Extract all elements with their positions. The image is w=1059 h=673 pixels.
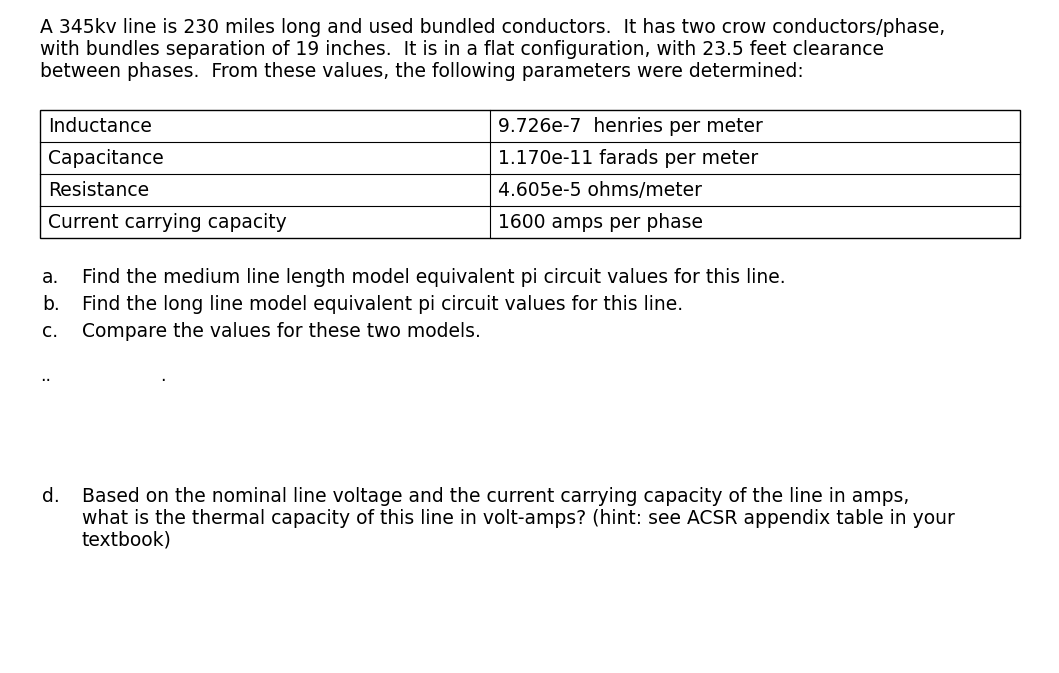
Text: Current carrying capacity: Current carrying capacity: [48, 213, 287, 232]
Text: what is the thermal capacity of this line in volt-amps? (hint: see ACSR appendix: what is the thermal capacity of this lin…: [82, 509, 955, 528]
Text: c.: c.: [42, 322, 58, 341]
Text: Inductance: Inductance: [48, 116, 151, 135]
Text: A 345kv line is 230 miles long and used bundled conductors.  It has two crow con: A 345kv line is 230 miles long and used …: [40, 18, 946, 37]
Text: Compare the values for these two models.: Compare the values for these two models.: [82, 322, 481, 341]
Text: 1.170e-11 farads per meter: 1.170e-11 farads per meter: [498, 149, 758, 168]
Text: Resistance: Resistance: [48, 180, 149, 199]
Text: with bundles separation of 19 inches.  It is in a flat configuration, with 23.5 : with bundles separation of 19 inches. It…: [40, 40, 884, 59]
Bar: [40, 110, 1020, 238]
Text: 4.605e-5 ohms/meter: 4.605e-5 ohms/meter: [498, 180, 702, 199]
Text: a.: a.: [42, 268, 59, 287]
Text: Find the long line model equivalent pi circuit values for this line.: Find the long line model equivalent pi c…: [82, 295, 683, 314]
Text: between phases.  From these values, the following parameters were determined:: between phases. From these values, the f…: [40, 62, 804, 81]
Text: Find the medium line length model equivalent pi circuit values for this line.: Find the medium line length model equiva…: [82, 268, 786, 287]
Text: ..: ..: [40, 367, 51, 385]
Text: Capacitance: Capacitance: [48, 149, 164, 168]
Text: 1600 amps per phase: 1600 amps per phase: [498, 213, 703, 232]
Text: b.: b.: [42, 295, 59, 314]
Text: .: .: [160, 367, 165, 385]
Text: d.: d.: [42, 487, 59, 506]
Text: Based on the nominal line voltage and the current carrying capacity of the line : Based on the nominal line voltage and th…: [82, 487, 910, 506]
Text: textbook): textbook): [82, 531, 172, 550]
Text: 9.726e-7  henries per meter: 9.726e-7 henries per meter: [498, 116, 762, 135]
